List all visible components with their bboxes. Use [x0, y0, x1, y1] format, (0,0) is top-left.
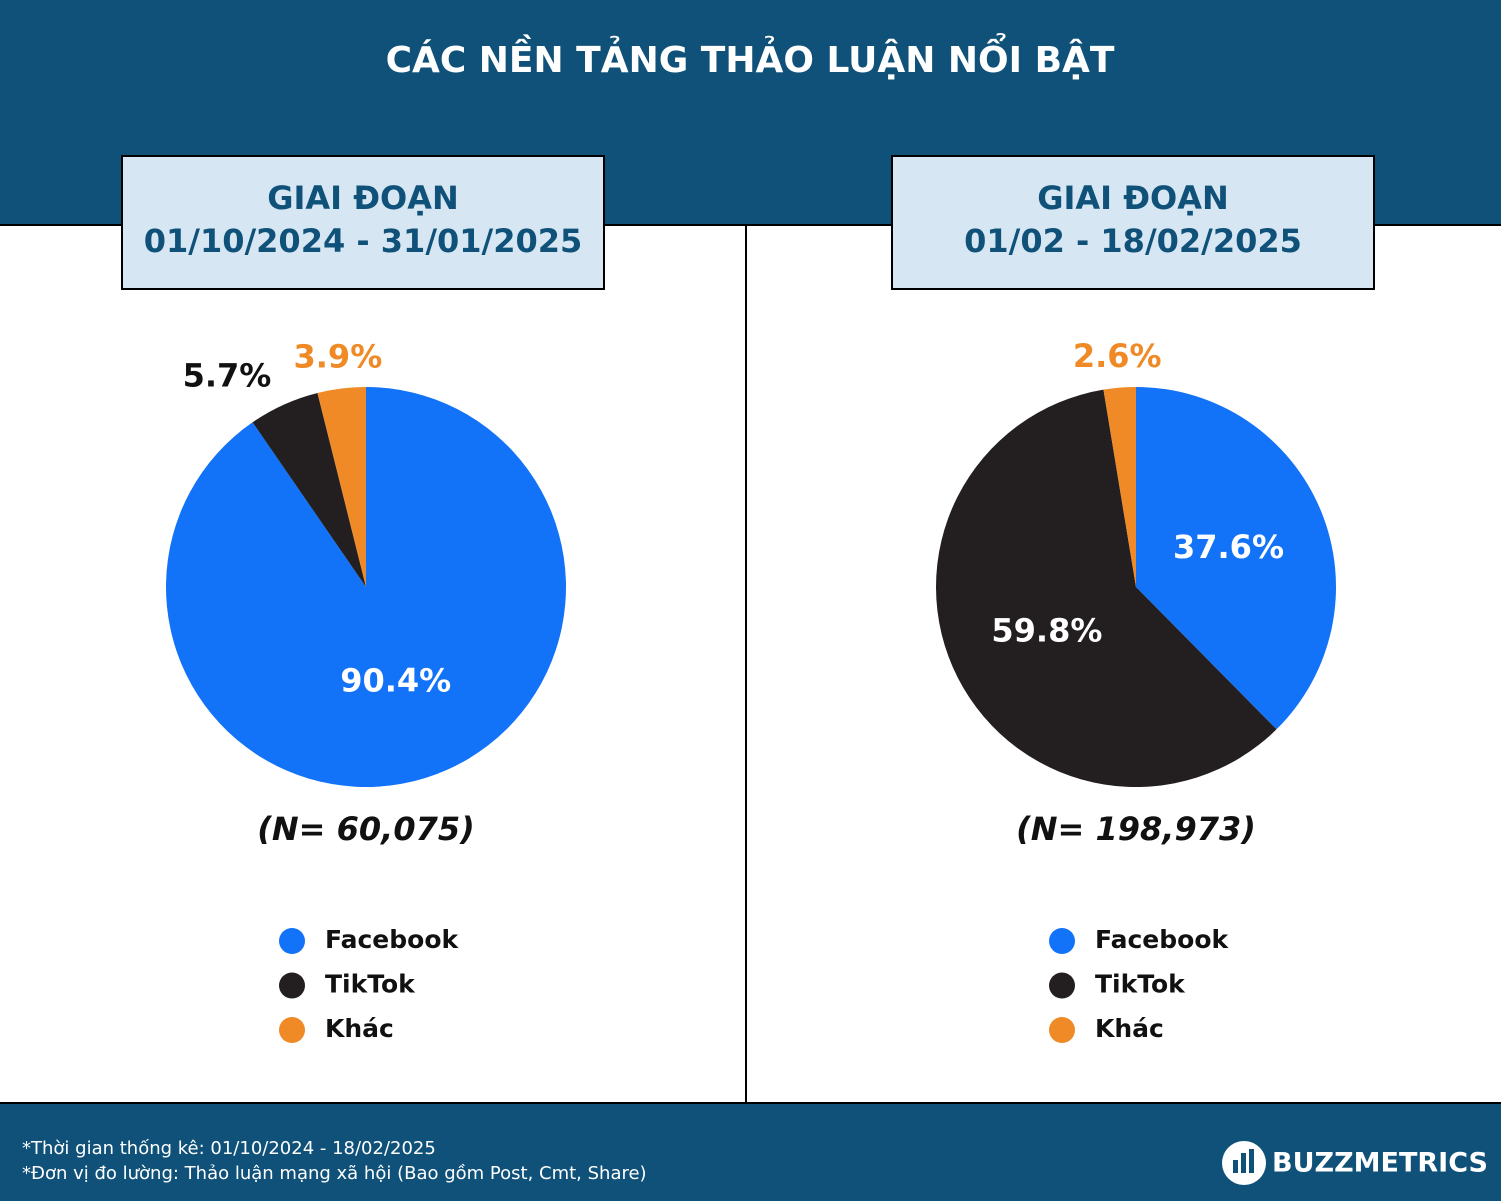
pie-slice	[1136, 387, 1336, 730]
value-label: 3.9%	[294, 338, 383, 376]
value-label: 59.8%	[991, 611, 1102, 649]
period-box	[891, 155, 1375, 290]
pie-slice	[936, 389, 1277, 787]
logo-bar	[1241, 1153, 1246, 1173]
footer-note: *Đơn vị đo lường: Thảo luận mạng xã hội …	[22, 1163, 647, 1184]
value-label: 2.6%	[1073, 337, 1162, 375]
legend-label: Khác	[1095, 1014, 1164, 1043]
pie-slice	[1103, 387, 1136, 587]
value-label: 37.6%	[1173, 528, 1284, 566]
brand-logo: BUZZMETRICS	[1222, 1141, 1488, 1185]
legend-swatch	[1049, 972, 1075, 999]
logo-bar	[1249, 1149, 1254, 1173]
legend-swatch	[1049, 928, 1075, 954]
period-dates: 01/10/2024 - 31/01/2025	[144, 222, 583, 260]
legend-label: Khác	[325, 1014, 394, 1043]
page-title: CÁC NỀN TẢNG THẢO LUẬN NỔI BẬT	[386, 33, 1115, 81]
legend-label: TikTok	[1095, 970, 1186, 999]
brand-name: BUZZMETRICS	[1272, 1148, 1488, 1179]
sample-size: (N= 198,973)	[1016, 810, 1256, 848]
legend-label: TikTok	[325, 970, 416, 999]
legend-label: Facebook	[325, 925, 460, 954]
logo-bar	[1233, 1160, 1238, 1173]
footer-note: *Thời gian thống kê: 01/10/2024 - 18/02/…	[22, 1138, 436, 1159]
value-label: 5.7%	[183, 356, 272, 394]
pie-slice	[165, 387, 566, 787]
legend-swatch	[1049, 1017, 1075, 1043]
period-label: GIAI ĐOẠN	[1037, 179, 1229, 217]
pie-slice	[252, 392, 366, 587]
period-dates: 01/02 - 18/02/2025	[964, 222, 1302, 260]
value-label: 90.4%	[340, 661, 451, 699]
pie-slice	[317, 387, 366, 587]
legend-swatch	[279, 1017, 305, 1043]
period-label: GIAI ĐOẠN	[267, 179, 459, 217]
legend-swatch	[279, 928, 305, 954]
legend-swatch	[279, 972, 305, 999]
sample-size: (N= 60,075)	[257, 810, 474, 848]
period-box	[121, 155, 605, 290]
legend-label: Facebook	[1095, 925, 1230, 954]
